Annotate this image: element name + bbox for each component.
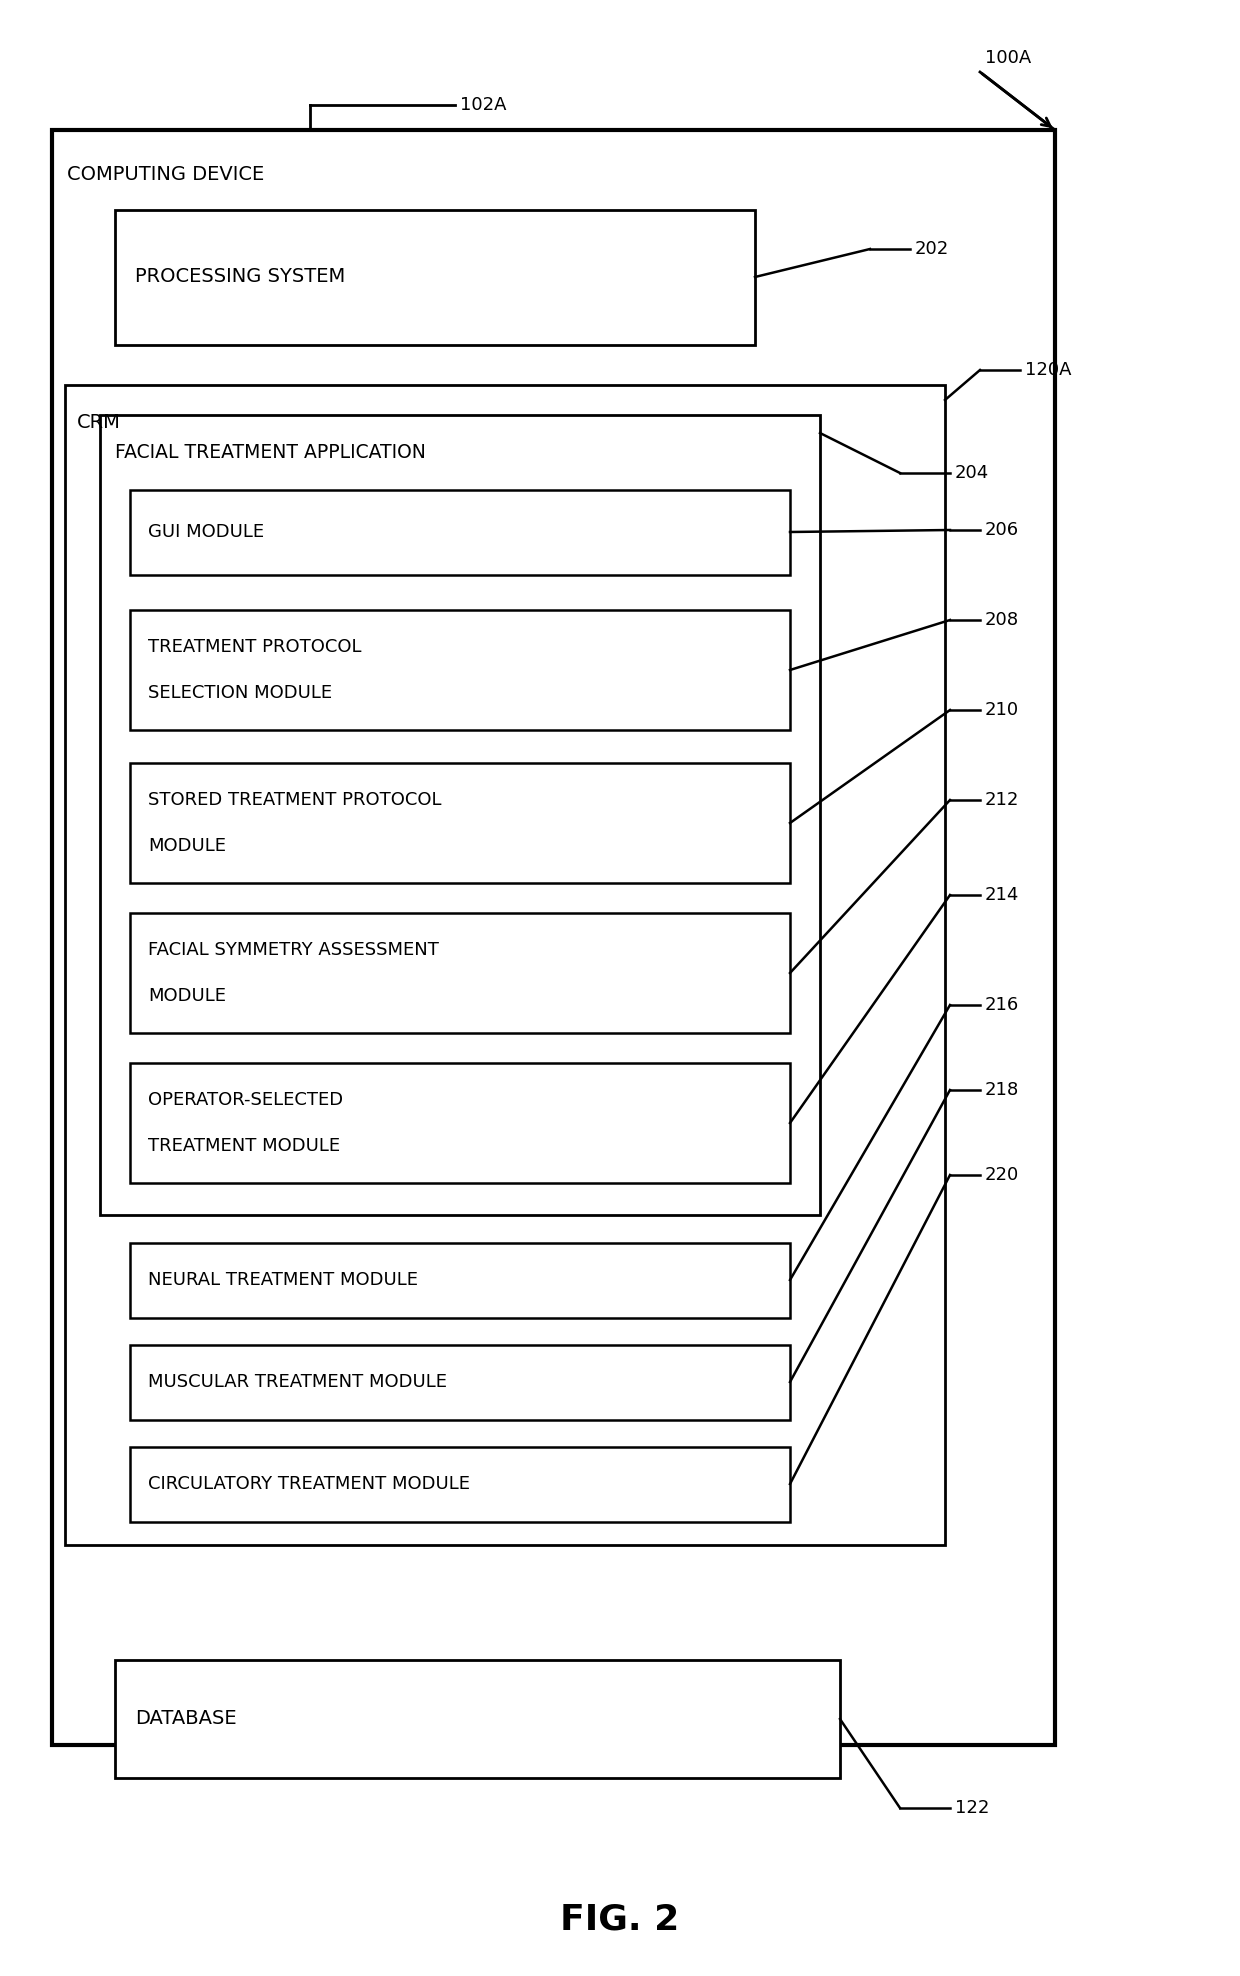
Bar	[100, 415, 820, 1215]
Text: MODULE: MODULE	[148, 838, 226, 856]
Text: DATABASE: DATABASE	[135, 1709, 237, 1729]
Text: CRM: CRM	[77, 413, 120, 433]
Bar	[130, 763, 790, 883]
Bar	[64, 385, 945, 1545]
Text: CIRCULATORY TREATMENT MODULE: CIRCULATORY TREATMENT MODULE	[148, 1474, 470, 1494]
Text: 202: 202	[915, 239, 950, 259]
Text: 204: 204	[955, 464, 990, 482]
Text: 218: 218	[985, 1081, 1019, 1099]
Text: 100A: 100A	[985, 49, 1032, 67]
Text: 212: 212	[985, 790, 1019, 808]
Text: MODULE: MODULE	[148, 986, 226, 1006]
Bar	[130, 913, 790, 1033]
Bar	[130, 1063, 790, 1184]
Text: FACIAL TREATMENT APPLICATION: FACIAL TREATMENT APPLICATION	[115, 443, 425, 462]
Text: TREATMENT PROTOCOL: TREATMENT PROTOCOL	[148, 638, 362, 656]
Text: 208: 208	[985, 611, 1019, 628]
Bar	[130, 1243, 790, 1318]
Bar	[115, 209, 755, 346]
Bar	[115, 1660, 839, 1778]
Bar	[52, 130, 1055, 1745]
Text: 102A: 102A	[460, 97, 506, 115]
Bar	[130, 490, 790, 575]
Bar	[130, 611, 790, 729]
Text: 214: 214	[985, 885, 1019, 903]
Text: NEURAL TREATMENT MODULE: NEURAL TREATMENT MODULE	[148, 1271, 418, 1288]
Text: COMPUTING DEVICE: COMPUTING DEVICE	[67, 166, 264, 184]
Text: STORED TREATMENT PROTOCOL: STORED TREATMENT PROTOCOL	[148, 790, 441, 808]
Bar	[130, 1346, 790, 1421]
Bar	[130, 1446, 790, 1522]
Text: 216: 216	[985, 996, 1019, 1014]
Text: FIG. 2: FIG. 2	[560, 1903, 680, 1936]
Text: PROCESSING SYSTEM: PROCESSING SYSTEM	[135, 267, 345, 287]
Text: FACIAL SYMMETRY ASSESSMENT: FACIAL SYMMETRY ASSESSMENT	[148, 941, 439, 958]
Text: 120A: 120A	[1025, 362, 1071, 379]
Text: TREATMENT MODULE: TREATMENT MODULE	[148, 1136, 340, 1156]
Text: 210: 210	[985, 701, 1019, 719]
Text: 122: 122	[955, 1798, 990, 1818]
Text: GUI MODULE: GUI MODULE	[148, 524, 264, 541]
Text: MUSCULAR TREATMENT MODULE: MUSCULAR TREATMENT MODULE	[148, 1373, 446, 1391]
Text: 206: 206	[985, 522, 1019, 539]
Text: OPERATOR-SELECTED: OPERATOR-SELECTED	[148, 1091, 343, 1109]
Text: SELECTION MODULE: SELECTION MODULE	[148, 684, 332, 701]
Text: 220: 220	[985, 1166, 1019, 1184]
